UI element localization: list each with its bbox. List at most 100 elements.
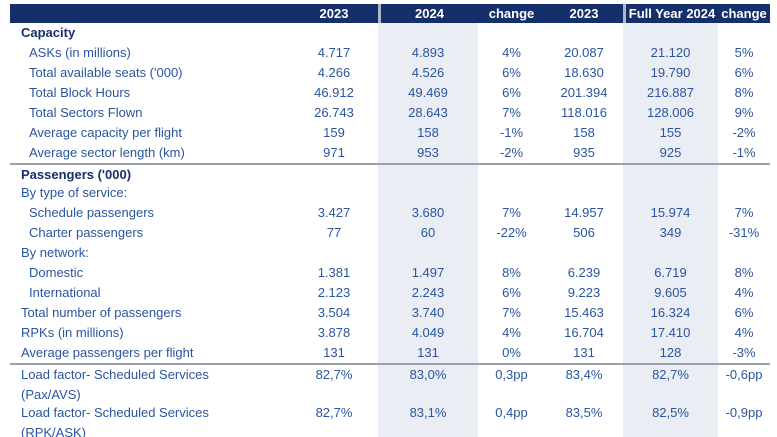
table-row: Average passengers per flight 131 131 0% 131… xyxy=(10,343,770,363)
cell-q2023 xyxy=(290,165,378,183)
cell-fy2023 xyxy=(545,183,623,203)
cell-fychange xyxy=(718,183,770,203)
cell-fy2024: 925 xyxy=(623,143,718,163)
header-cell-q-2023: 2023 xyxy=(319,6,349,21)
cell-qchange: 0% xyxy=(502,345,521,360)
cell-fy2023 xyxy=(545,165,623,183)
table-row: Total Block Hours 46.912 49.469 6% 201.394 21… xyxy=(10,83,770,103)
cell-q2023: 4.266 xyxy=(317,65,351,80)
cell-q2023: 26.743 xyxy=(314,105,354,120)
cell-q2023 xyxy=(290,243,378,263)
cell-q2023: 131 xyxy=(323,345,345,360)
cell-fychange: 8% xyxy=(734,265,754,280)
table-row: Domestic 1.381 1.497 8% 6.239 6.719 8% xyxy=(10,263,770,283)
cell-fychange: -0,6pp xyxy=(725,367,763,382)
cell-qchange: 7% xyxy=(502,105,521,120)
cell-fychange: 6% xyxy=(734,305,754,320)
row-label: Domestic xyxy=(29,265,84,280)
cell-fy2024: 155 xyxy=(623,123,718,143)
cell-fy2024: 349 xyxy=(623,223,718,243)
row-label: Load factor- Scheduled Services (RPK/ASK) xyxy=(10,403,290,437)
cell-fy2024: 128 xyxy=(623,343,718,363)
cell-qchange: -1% xyxy=(499,125,524,140)
cell-q2024: 60 xyxy=(378,223,478,243)
table-row: By network: xyxy=(10,243,770,263)
cell-fy2023: 83,5% xyxy=(565,405,603,420)
cell-fy2024: 19.790 xyxy=(623,63,718,83)
cell-qchange xyxy=(478,165,545,183)
cell-fychange xyxy=(718,165,770,183)
cell-fychange: -1% xyxy=(732,145,756,160)
cell-q2024: 4.526 xyxy=(378,63,478,83)
cell-fy2024: 9.605 xyxy=(623,283,718,303)
cell-q2024: 83,1% xyxy=(378,403,478,437)
cell-q2024: 49.469 xyxy=(378,83,478,103)
cell-fy2023: 506 xyxy=(573,225,595,240)
row-label: Total number of passengers xyxy=(21,305,182,320)
cell-fy2023 xyxy=(545,243,623,263)
cell-fy2024: 6.719 xyxy=(623,263,718,283)
row-label: Total available seats ('000) xyxy=(29,65,183,80)
cell-fychange: -2% xyxy=(732,125,756,140)
cell-qchange xyxy=(478,243,545,263)
cell-fy2024: 82,7% xyxy=(623,365,718,403)
cell-fy2023: 15.463 xyxy=(564,305,604,320)
cell-qchange xyxy=(478,183,545,203)
cell-fy2023: 118.016 xyxy=(560,105,608,120)
row-label: Average sector length (km) xyxy=(29,145,185,160)
cell-q2023: 77 xyxy=(326,225,342,240)
cell-fy2023 xyxy=(545,23,623,43)
header-cell-fy-2024: Full Year 2024 xyxy=(623,4,718,23)
row-label: ASKs (in millions) xyxy=(29,45,131,60)
cell-fychange xyxy=(718,23,770,43)
row-label: By type of service: xyxy=(21,185,128,200)
cell-fy2023: 9.223 xyxy=(567,285,601,300)
row-label: Schedule passengers xyxy=(29,205,155,220)
cell-q2024: 28.643 xyxy=(378,103,478,123)
header-cell-q-change: change xyxy=(488,6,535,21)
cell-q2024: 158 xyxy=(378,123,478,143)
table-row: Passengers ('000) xyxy=(10,163,770,183)
cell-q2024: 131 xyxy=(378,343,478,363)
cell-qchange: 6% xyxy=(502,65,521,80)
cell-q2023: 3.427 xyxy=(317,205,351,220)
table-row: Schedule passengers 3.427 3.680 7% 14.957 15.… xyxy=(10,203,770,223)
cell-fychange: -3% xyxy=(732,345,756,360)
cell-qchange: 4% xyxy=(502,45,521,60)
cell-fy2023: 158 xyxy=(573,125,595,140)
table-row: International 2.123 2.243 6% 9.223 9.605 4% xyxy=(10,283,770,303)
row-label: Capacity xyxy=(21,25,76,40)
cell-q2023: 2.123 xyxy=(317,285,351,300)
table-row: Total available seats ('000) 4.266 4.526 6%… xyxy=(10,63,770,83)
table-row: By type of service: xyxy=(10,183,770,203)
cell-q2024 xyxy=(378,23,478,43)
cell-q2024: 4.893 xyxy=(378,43,478,63)
header-cell-fy-change: change xyxy=(721,6,767,21)
row-label: Charter passengers xyxy=(29,225,144,240)
cell-q2024: 953 xyxy=(378,143,478,163)
cell-q2024: 3.680 xyxy=(378,203,478,223)
row-label: Average passengers per flight xyxy=(21,345,194,360)
table-body: Capacity ASKs (in millions) 4.717 4.893 4% 20… xyxy=(10,23,770,437)
table-row: Capacity xyxy=(10,23,770,43)
cell-q2024: 4.049 xyxy=(378,323,478,343)
cell-fy2023: 935 xyxy=(573,145,595,160)
table-row: ASKs (in millions) 4.717 4.893 4% 20.087 21.1… xyxy=(10,43,770,63)
cell-fy2023: 83,4% xyxy=(565,367,603,382)
table-row: Load factor- Scheduled Services (RPK/ASK)… xyxy=(10,403,770,437)
table-row: Average sector length (km) 971 953 -2% 935 92… xyxy=(10,143,770,163)
cell-fy2024: 17.410 xyxy=(623,323,718,343)
cell-q2023: 1.381 xyxy=(317,265,351,280)
cell-fy2024: 128.006 xyxy=(623,103,718,123)
cell-q2023: 82,7% xyxy=(315,367,353,382)
cell-fy2023: 20.087 xyxy=(564,45,604,60)
cell-qchange: 6% xyxy=(502,85,521,100)
cell-q2024 xyxy=(378,183,478,203)
row-label: Load factor- Scheduled Services (Pax/AVS) xyxy=(10,365,290,403)
cell-q2024: 3.740 xyxy=(378,303,478,323)
cell-q2024: 1.497 xyxy=(378,263,478,283)
header-cell-fy-2023: 2023 xyxy=(569,6,599,21)
table-row: Charter passengers 77 60 -22% 506 349 -31% xyxy=(10,223,770,243)
row-label: Total Sectors Flown xyxy=(29,105,143,120)
